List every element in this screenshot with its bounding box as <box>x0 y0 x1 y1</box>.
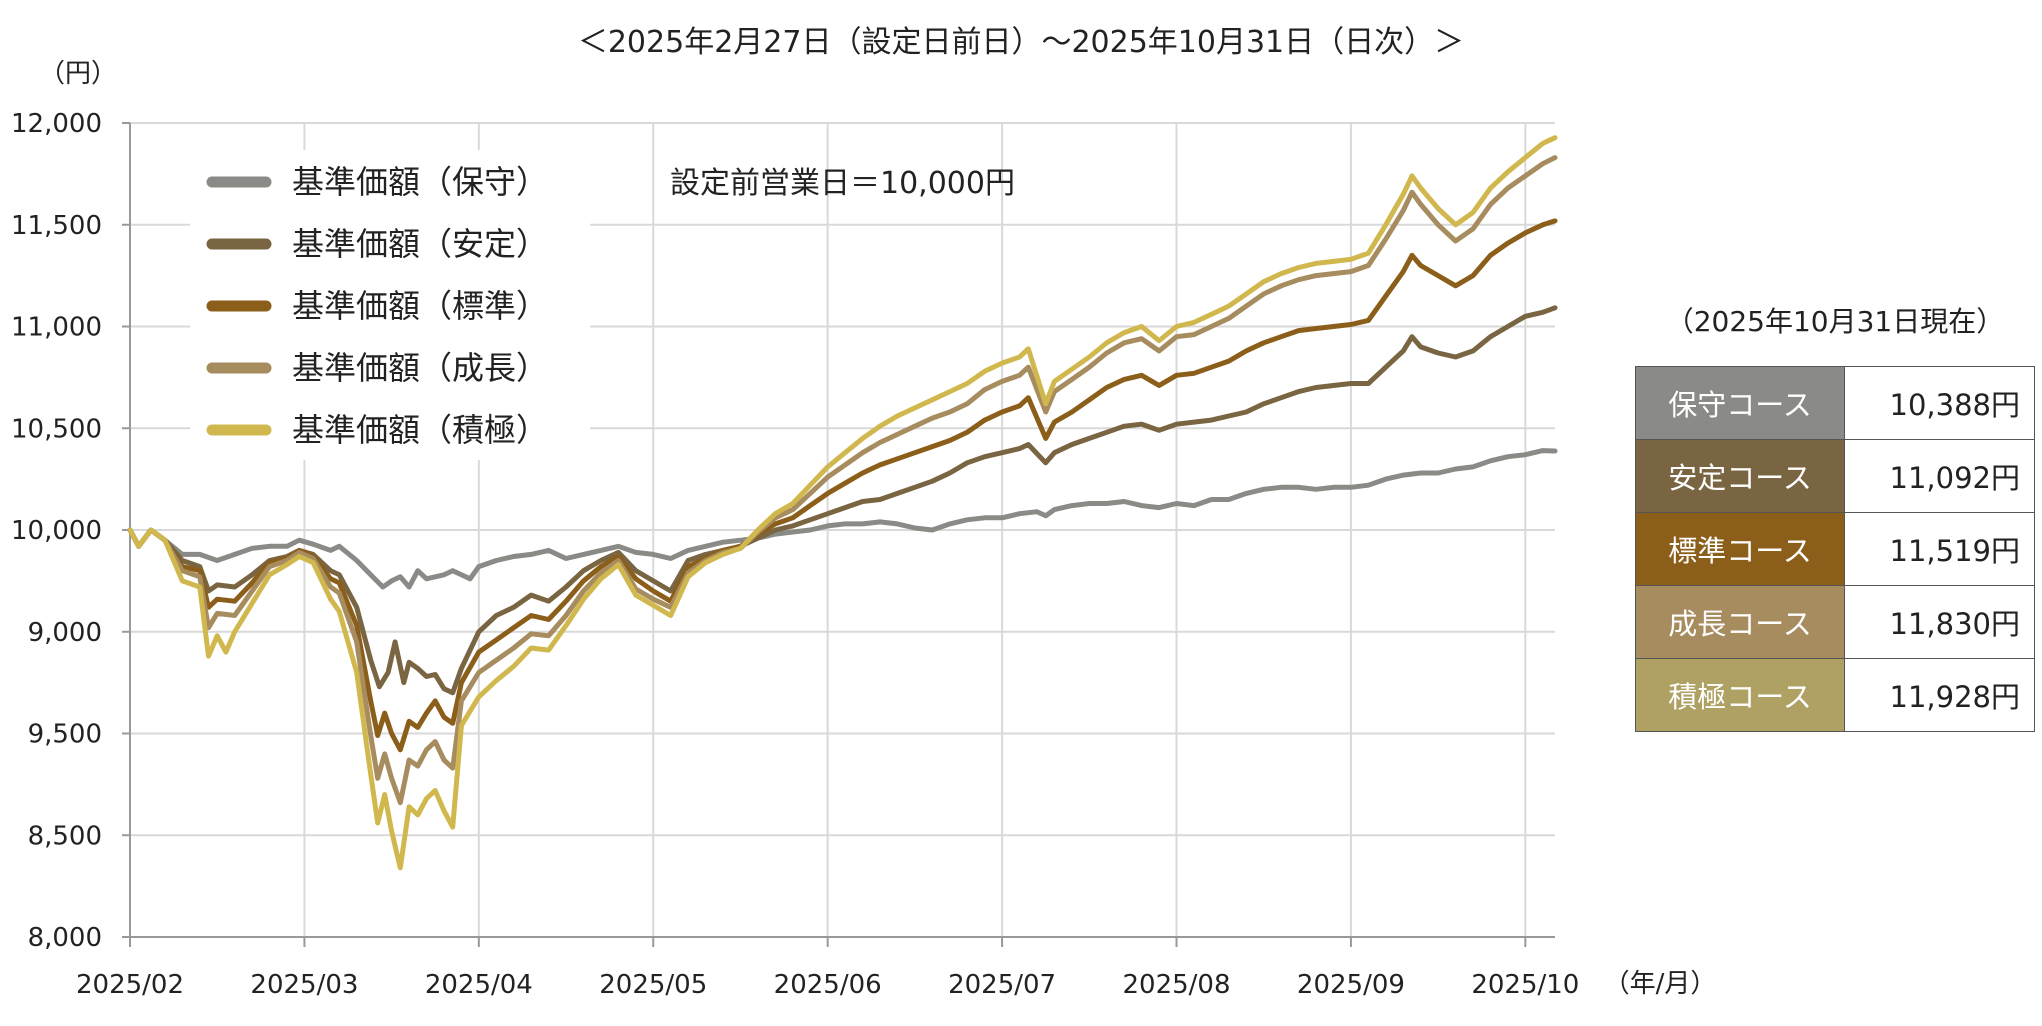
series-line-1 <box>127 448 1558 590</box>
series-line-2 <box>127 305 1558 696</box>
summary-row: 成長コース 11,830円 <box>1635 585 2035 659</box>
y-tick-label: 9,500 <box>28 720 102 750</box>
course-name: 保守コース <box>1635 366 1845 440</box>
course-name: 積極コース <box>1635 658 1845 732</box>
series-line-5 <box>127 135 1558 871</box>
course-price: 11,092円 <box>1844 439 2035 513</box>
y-tick-label: 8,500 <box>28 821 102 851</box>
y-tick-label: 9,000 <box>28 618 102 648</box>
chart-title: ＜2025年2月27日（設定日前日）～2025年10月31日（日次）＞ <box>578 25 1464 60</box>
course-price: 10,388円 <box>1844 366 2035 440</box>
axes: 12,000 11,500 11,000 10,500 10,000 9,000 9,500… <box>11 109 1579 1000</box>
legend: 基準価額（保守） 基準価額（安定） 基準価額（標準） 基準価額（成長） 基準価額（積極） <box>190 150 590 460</box>
summary-caption: （2025年10月31日現在） <box>1665 305 2005 338</box>
y-tick-label: 11,000 <box>11 313 102 343</box>
course-name: 標準コース <box>1635 512 1845 586</box>
y-tick-label: 8,000 <box>28 923 102 953</box>
legend-label-3: 基準価額（標準） <box>292 287 548 325</box>
course-price: 11,519円 <box>1844 512 2035 586</box>
x-tick-label: 2025/05 <box>599 970 707 1000</box>
summary-panel: （2025年10月31日現在） 保守コース 10,388円 安定コース 11,092円… <box>1635 300 2035 732</box>
course-price: 11,830円 <box>1844 585 2035 659</box>
x-tick-label: 2025/04 <box>425 970 533 1000</box>
y-tick-label: 10,000 <box>11 516 102 546</box>
course-name: 安定コース <box>1635 439 1845 513</box>
series-line-3 <box>127 218 1558 753</box>
y-tick-label: 11,500 <box>11 211 102 241</box>
x-tick-label: 2025/02 <box>76 970 184 1000</box>
x-tick-label: 2025/07 <box>948 970 1056 1000</box>
summary-row: 積極コース 11,928円 <box>1635 658 2035 732</box>
summary-row: 標準コース 11,519円 <box>1635 512 2035 586</box>
x-tick-label: 2025/10 <box>1471 970 1579 1000</box>
legend-label-2: 基準価額（安定） <box>292 225 548 263</box>
base-price-note: 設定前営業日＝10,000円 <box>670 166 1015 201</box>
y-tick-label: 10,500 <box>11 414 102 444</box>
series-lines <box>127 135 1558 871</box>
x-tick-label: 2025/08 <box>1123 970 1231 1000</box>
x-axis-unit: （年/月） <box>1604 969 1717 999</box>
course-price: 11,928円 <box>1844 658 2035 732</box>
summary-row: 安定コース 11,092円 <box>1635 439 2035 513</box>
x-tick-label: 2025/09 <box>1297 970 1405 1000</box>
x-tick-label: 2025/06 <box>774 970 882 1000</box>
summary-table: 保守コース 10,388円 安定コース 11,092円 標準コース 11,519円 成長コー… <box>1635 366 2035 732</box>
y-axis-unit: （円） <box>39 59 117 89</box>
legend-label-1: 基準価額（保守） <box>292 163 548 201</box>
summary-row: 保守コース 10,388円 <box>1635 366 2035 440</box>
legend-label-5: 基準価額（積極） <box>292 411 548 449</box>
x-tick-label: 2025/03 <box>250 970 358 1000</box>
legend-label-4: 基準価額（成長） <box>292 349 548 387</box>
course-name: 成長コース <box>1635 585 1845 659</box>
series-line-4 <box>127 155 1558 806</box>
y-tick-label: 12,000 <box>11 109 102 139</box>
